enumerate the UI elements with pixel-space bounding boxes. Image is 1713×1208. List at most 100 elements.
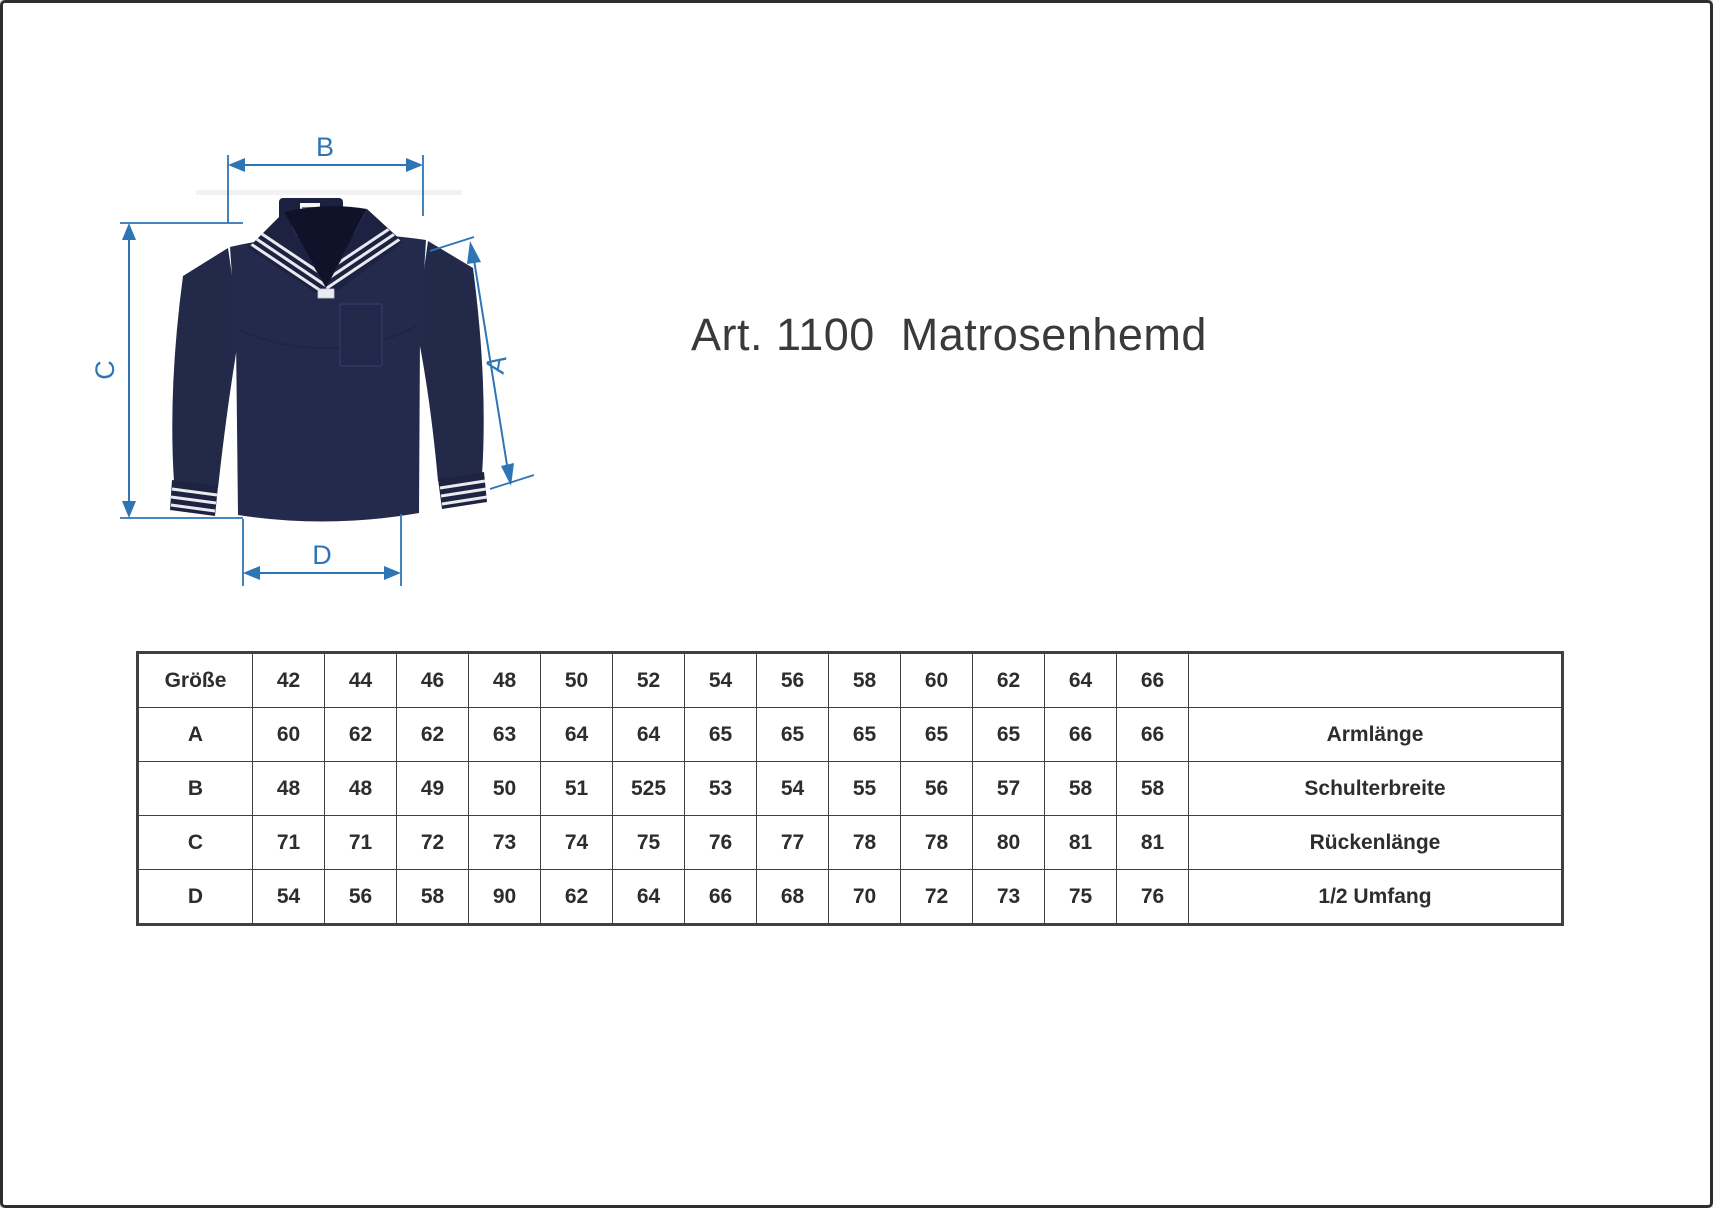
page-title: Art. 1100 Matrosenhemd	[691, 309, 1207, 360]
measurement-name-cell: Rückenlänge	[1188, 815, 1563, 870]
size-cell: 72	[900, 869, 973, 925]
size-cell: 62	[324, 707, 397, 762]
dimension-arrow-a: A	[429, 236, 535, 490]
size-cell: 63	[468, 707, 541, 762]
dimension-arrow-d: D	[242, 514, 402, 586]
size-cell: 58	[396, 869, 469, 925]
size-header-cell: 42	[252, 652, 325, 708]
size-cell: 525	[612, 761, 685, 816]
size-table: Größe 42 44 46 48 50 52 54 56 58 60 62 6…	[136, 651, 1564, 926]
size-cell: 65	[900, 707, 973, 762]
size-cell: 58	[1116, 761, 1189, 816]
table-row-d: D 54 56 58 90 62 64 66 68 70 72 73 75 76…	[137, 869, 1563, 925]
dimension-label-b: B	[316, 132, 334, 162]
shirt-inner-neck	[284, 206, 367, 287]
measurement-name-cell: Armlänge	[1188, 707, 1563, 762]
row-label-cell: D	[137, 869, 253, 925]
size-cell: 75	[1044, 869, 1117, 925]
shirt-figure: B C A D	[90, 132, 535, 586]
size-cell: 80	[972, 815, 1045, 870]
table-row-a: A 60 62 62 63 64 64 65 65 65 65 65 66 66…	[137, 707, 1563, 762]
photo-backdrop	[196, 190, 462, 195]
size-cell: 56	[900, 761, 973, 816]
size-cell: 75	[612, 815, 685, 870]
shirt-front-tag	[317, 288, 335, 299]
size-cell: 76	[1116, 869, 1189, 925]
shirt-pocket	[339, 303, 383, 367]
dimension-arrow-c: C	[90, 222, 243, 519]
size-cell: 58	[1044, 761, 1117, 816]
size-cell: 48	[324, 761, 397, 816]
size-cell: 81	[1044, 815, 1117, 870]
size-header-cell: 62	[972, 652, 1045, 708]
size-cell: 71	[252, 815, 325, 870]
size-cell: 50	[468, 761, 541, 816]
size-cell: 55	[828, 761, 901, 816]
size-cell: 64	[540, 707, 613, 762]
size-cell: 73	[468, 815, 541, 870]
size-cell: 64	[612, 869, 685, 925]
dimension-label-c: C	[90, 360, 120, 380]
size-cell: 71	[324, 815, 397, 870]
size-cell: 78	[828, 815, 901, 870]
dimension-arrow-b: B	[227, 132, 424, 223]
size-header-cell: 46	[396, 652, 469, 708]
size-header-cell: 52	[612, 652, 685, 708]
size-cell: 66	[684, 869, 757, 925]
shirt-cuff-right	[438, 472, 488, 509]
measurement-name-cell: Schulterbreite	[1188, 761, 1563, 816]
size-cell: 54	[252, 869, 325, 925]
size-cell: 76	[684, 815, 757, 870]
size-cell: 70	[828, 869, 901, 925]
size-cell: 48	[252, 761, 325, 816]
size-header-cell: 66	[1116, 652, 1189, 708]
row-label-cell: A	[137, 707, 253, 762]
size-cell: 66	[1044, 707, 1117, 762]
shirt-sleeve-left	[172, 248, 240, 488]
size-cell: 81	[1116, 815, 1189, 870]
row-label-cell: C	[137, 815, 253, 870]
shirt-cuff-left	[170, 480, 218, 516]
size-cell: 65	[684, 707, 757, 762]
size-cell: 77	[756, 815, 829, 870]
size-cell: 64	[612, 707, 685, 762]
size-header-cell: 58	[828, 652, 901, 708]
size-cell: 62	[396, 707, 469, 762]
size-cell: 65	[756, 707, 829, 762]
shirt-chest-seam	[239, 325, 417, 350]
table-row-b: B 48 48 49 50 51 525 53 54 55 56 57 58 5…	[137, 761, 1563, 816]
sailor-shirt-illustration	[170, 198, 488, 522]
size-cell: 54	[756, 761, 829, 816]
size-cell: 73	[972, 869, 1045, 925]
measurement-name-cell: 1/2 Umfang	[1188, 869, 1563, 925]
shirt-collar-right	[326, 209, 403, 294]
row-label-cell: B	[137, 761, 253, 816]
size-header-cell: Größe	[137, 652, 253, 708]
table-row-c: C 71 71 72 73 74 75 76 77 78 78 80 81 81…	[137, 815, 1563, 870]
size-cell: 56	[324, 869, 397, 925]
size-cell: 68	[756, 869, 829, 925]
size-cell: 74	[540, 815, 613, 870]
size-cell: 90	[468, 869, 541, 925]
size-cell: 65	[828, 707, 901, 762]
size-cell: 49	[396, 761, 469, 816]
size-header-cell: 48	[468, 652, 541, 708]
size-header-cell	[1188, 652, 1563, 708]
size-cell: 60	[252, 707, 325, 762]
size-cell: 72	[396, 815, 469, 870]
size-cell: 66	[1116, 707, 1189, 762]
dimension-label-d: D	[312, 540, 332, 570]
table-row-header: Größe 42 44 46 48 50 52 54 56 58 60 62 6…	[137, 652, 1563, 708]
size-header-cell: 60	[900, 652, 973, 708]
shirt-sleeve-right	[416, 241, 484, 481]
size-cell: 53	[684, 761, 757, 816]
size-cell: 51	[540, 761, 613, 816]
size-header-cell: 54	[684, 652, 757, 708]
size-header-cell: 50	[540, 652, 613, 708]
size-header-cell: 64	[1044, 652, 1117, 708]
size-cell: 78	[900, 815, 973, 870]
size-header-cell: 44	[324, 652, 397, 708]
size-cell: 62	[540, 869, 613, 925]
size-cell: 57	[972, 761, 1045, 816]
